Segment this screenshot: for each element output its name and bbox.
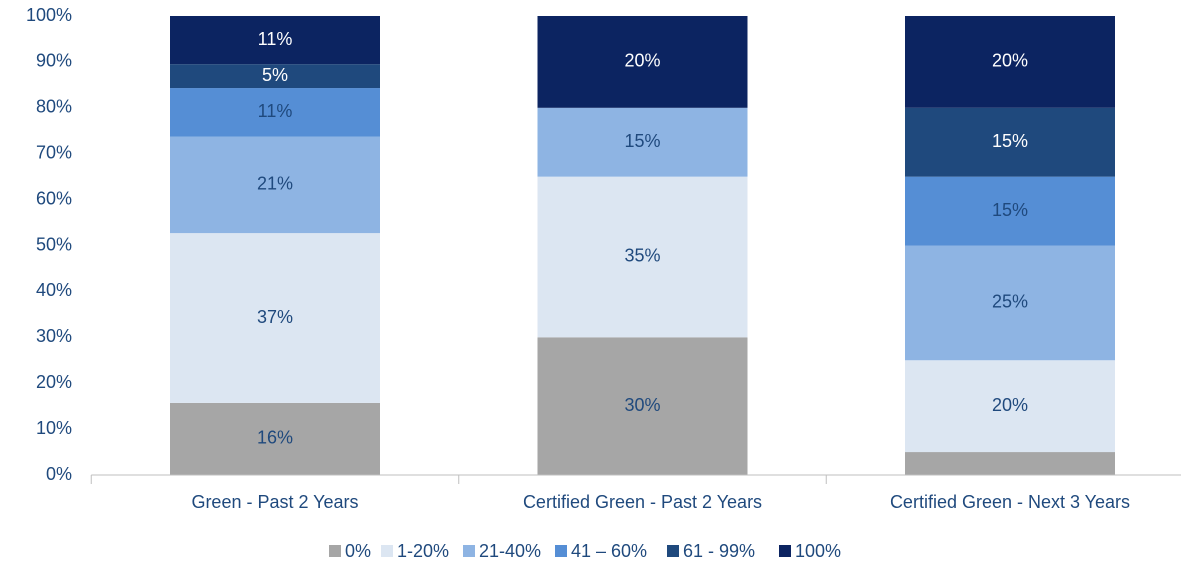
bar-segment [170, 64, 380, 89]
data-label: 21% [257, 174, 293, 194]
y-tick-label: 10% [36, 418, 72, 438]
y-tick-label: 50% [36, 234, 72, 254]
y-tick-label: 40% [36, 280, 72, 300]
bar-segment [905, 107, 1115, 177]
data-label: 11% [258, 29, 293, 49]
x-tick-label: Certified Green - Next 3 Years [890, 492, 1130, 512]
legend-label: 21-40% [479, 541, 541, 561]
bar-segment [537, 337, 748, 475]
legend-swatch [381, 545, 393, 557]
bar-segment [537, 16, 748, 108]
legend-swatch [463, 545, 475, 557]
bar-segment [537, 107, 748, 177]
data-label: 5% [262, 65, 288, 85]
data-label: 25% [992, 292, 1028, 312]
data-label: 11% [258, 101, 293, 121]
x-tick-label: Green - Past 2 Years [191, 492, 358, 512]
bar-segment [905, 245, 1115, 361]
data-label: 37% [257, 307, 293, 327]
data-label: 15% [992, 200, 1028, 220]
legend-swatch [667, 545, 679, 557]
data-label: 15% [992, 131, 1028, 151]
bar-segment [170, 16, 380, 65]
y-tick-label: 60% [36, 188, 72, 208]
y-tick-label: 0% [46, 464, 72, 484]
legend-label: 1-20% [397, 541, 449, 561]
y-tick-label: 80% [36, 97, 72, 117]
legend-label: 61 - 99% [683, 541, 755, 561]
legend-label: 100% [795, 541, 841, 561]
bar-segment [905, 452, 1115, 475]
y-tick-label: 100% [26, 5, 72, 25]
data-label: 20% [624, 51, 660, 71]
legend-swatch [329, 545, 341, 557]
y-tick-label: 70% [36, 142, 72, 162]
bar-segment [537, 176, 748, 338]
bar-segment [905, 176, 1115, 246]
data-label: 15% [624, 131, 660, 151]
bar-segment [170, 88, 380, 137]
bar-segment [170, 402, 380, 475]
y-tick-label: 20% [36, 372, 72, 392]
data-label: 30% [624, 395, 660, 415]
data-label: 20% [992, 51, 1028, 71]
legend-swatch [555, 545, 567, 557]
bar-segment [170, 233, 380, 403]
legend-label: 0% [345, 541, 371, 561]
bar-segment [170, 136, 380, 234]
y-tick-label: 30% [36, 326, 72, 346]
data-label: 16% [257, 428, 293, 448]
legend-label: 41 – 60% [571, 541, 647, 561]
x-tick-label: Certified Green - Past 2 Years [523, 492, 762, 512]
data-label: 35% [624, 246, 660, 266]
data-label: 20% [992, 395, 1028, 415]
bar-segment [905, 360, 1115, 453]
y-tick-label: 90% [36, 51, 72, 71]
bar-segment [905, 16, 1115, 108]
legend-swatch [779, 545, 791, 557]
